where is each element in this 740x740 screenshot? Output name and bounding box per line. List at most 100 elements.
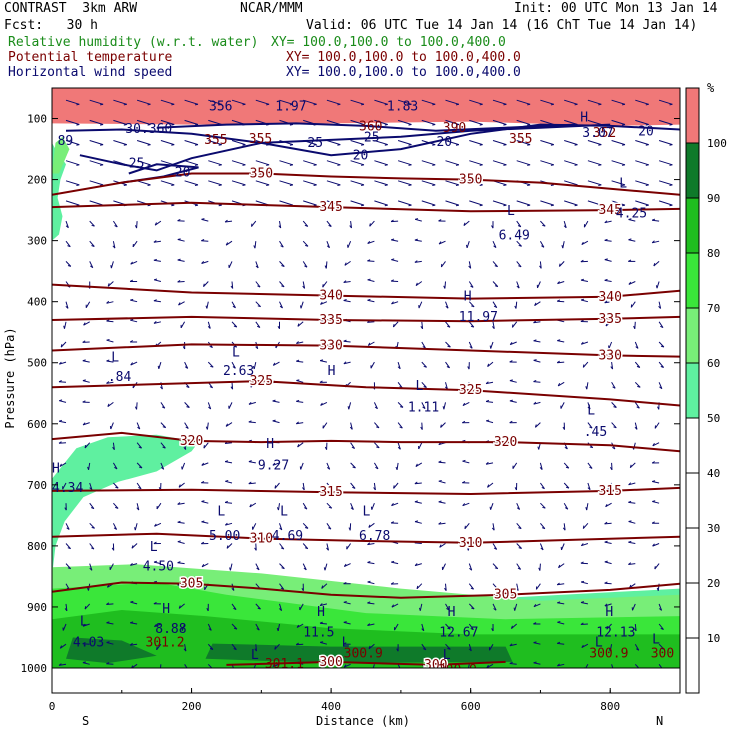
wind-vector-head bbox=[563, 225, 567, 229]
wind-vector-head bbox=[589, 446, 593, 449]
wind-vector-head bbox=[610, 366, 614, 370]
wind-vector-head bbox=[201, 462, 205, 466]
wind-vector bbox=[604, 301, 612, 304]
wind-vector bbox=[652, 240, 660, 244]
wind-vector-head bbox=[230, 285, 234, 289]
wind-vector bbox=[89, 160, 104, 166]
chart-annotation: L bbox=[443, 648, 451, 663]
wind-vector bbox=[319, 603, 328, 607]
wind-vector bbox=[184, 361, 189, 369]
chart-annotation: 1.97 bbox=[275, 100, 306, 115]
wind-vector-head bbox=[82, 661, 86, 664]
wind-vector-head bbox=[414, 238, 418, 241]
wind-vector-head bbox=[651, 521, 655, 524]
wind-vector bbox=[302, 502, 308, 510]
wind-vector bbox=[516, 281, 520, 289]
wind-vector bbox=[490, 503, 494, 510]
wind-vector-head bbox=[369, 223, 371, 227]
wind-vector bbox=[581, 543, 589, 547]
wind-vector bbox=[658, 321, 664, 328]
wind-vector bbox=[391, 220, 399, 223]
wind-vector bbox=[302, 261, 308, 268]
wind-vector-head bbox=[313, 184, 317, 186]
wind-vector-head bbox=[534, 424, 537, 428]
wind-vector bbox=[136, 99, 151, 105]
wind-vector bbox=[320, 641, 328, 645]
wind-vector bbox=[322, 422, 328, 429]
wind-vector bbox=[539, 462, 543, 470]
wind-vector-head bbox=[471, 305, 475, 308]
wind-vector-head bbox=[468, 648, 472, 652]
chart-annotation: H bbox=[162, 602, 170, 617]
wind-vector bbox=[604, 239, 612, 242]
wind-vector-head bbox=[218, 164, 222, 166]
wind-vector bbox=[130, 601, 138, 605]
wind-vector bbox=[279, 543, 285, 550]
wind-vector bbox=[607, 482, 613, 490]
wind-vector bbox=[367, 562, 375, 565]
wind-vector bbox=[252, 523, 257, 530]
wind-vector-head bbox=[295, 421, 300, 425]
wind-vector-head bbox=[527, 124, 531, 126]
x-tick-label: 800 bbox=[600, 700, 620, 713]
theta-contour-label: 330 bbox=[319, 339, 342, 354]
wind-vector bbox=[391, 603, 399, 608]
wind-vector bbox=[516, 99, 531, 105]
theta-contour-305 bbox=[52, 581, 680, 599]
wind-vector-head bbox=[604, 521, 608, 525]
wind-vector-head bbox=[390, 521, 395, 524]
wind-vector bbox=[586, 382, 589, 390]
wind-vector-head bbox=[604, 238, 608, 241]
wind-vector-head bbox=[349, 225, 352, 229]
chart-annotation: L bbox=[111, 351, 119, 366]
wind-vector-head bbox=[518, 547, 522, 549]
wind-vector bbox=[587, 140, 602, 146]
wind-vector bbox=[580, 299, 589, 303]
colorbar-swatch-90 bbox=[686, 143, 699, 198]
wind-vector-head bbox=[657, 406, 660, 410]
wind-vector bbox=[492, 160, 507, 166]
wind-vector bbox=[58, 442, 67, 444]
wind-vector bbox=[225, 422, 233, 427]
wind-vector-head bbox=[302, 487, 305, 491]
wind-vector-head bbox=[153, 278, 158, 281]
wind-vector-head bbox=[83, 322, 86, 326]
wind-vector bbox=[516, 543, 522, 549]
wind-vector-head bbox=[645, 103, 649, 106]
wind-vector-head bbox=[153, 240, 157, 243]
wind-vector-head bbox=[186, 386, 190, 388]
wind-vector bbox=[540, 140, 554, 146]
wind-vector-head bbox=[110, 265, 112, 269]
wind-vector-head bbox=[574, 164, 578, 166]
wind-vector-head bbox=[446, 607, 450, 611]
wind-vector bbox=[153, 321, 162, 324]
wind-vector-head bbox=[253, 245, 256, 249]
wind-vector bbox=[533, 662, 541, 665]
wind-vector-head bbox=[289, 184, 293, 186]
wind-vector-head bbox=[154, 624, 157, 628]
wind-vector-head bbox=[491, 527, 495, 531]
wind-vector bbox=[391, 259, 399, 262]
wind-vector-head bbox=[509, 379, 513, 382]
wind-vector-head bbox=[485, 461, 489, 465]
colorbar-unit: % bbox=[707, 81, 715, 95]
wind-vector bbox=[343, 300, 351, 303]
theta-contour-label: 330 bbox=[598, 348, 621, 363]
wind-vector bbox=[468, 603, 475, 610]
wind-vector bbox=[396, 462, 399, 470]
wind-vector-head bbox=[598, 184, 602, 186]
wind-vector-head bbox=[494, 265, 498, 268]
wind-vector bbox=[557, 381, 565, 387]
wind-vector-head bbox=[320, 402, 323, 406]
wind-vector bbox=[154, 220, 162, 226]
wind-vector-head bbox=[178, 484, 181, 488]
wind-vector bbox=[582, 361, 589, 368]
wind-vector bbox=[278, 503, 280, 511]
wind-vector bbox=[231, 361, 236, 369]
wind-vector-head bbox=[533, 339, 537, 342]
wind-vector bbox=[652, 219, 660, 222]
wind-vector-head bbox=[276, 507, 279, 511]
wind-vector-head bbox=[194, 204, 199, 207]
wind-vector-head bbox=[628, 259, 632, 262]
